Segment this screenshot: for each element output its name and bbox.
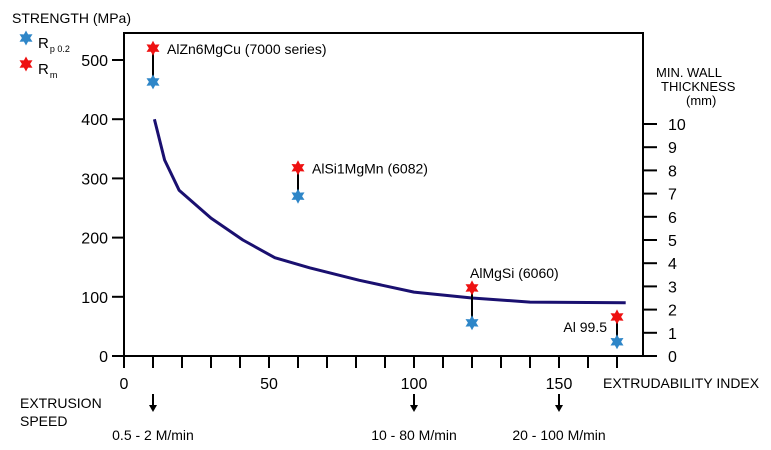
arrow-head-icon <box>149 405 157 412</box>
y-tick-label: 500 <box>81 53 108 70</box>
y2-tick-label: 9 <box>668 140 677 157</box>
y2-tick-label: 7 <box>668 187 677 204</box>
y-tick-label: 100 <box>81 290 108 307</box>
y2-tick-label: 8 <box>668 163 677 180</box>
y2-title-line3: (mm) <box>686 93 716 108</box>
legend: Rp 0.2 Rm <box>19 30 70 80</box>
alloy-label: AlMgSi (6060) <box>470 265 559 281</box>
alloy-points: AlZn6MgCu (7000 series) AlSi1MgMn (6082) A… <box>146 40 624 350</box>
y-tick-label: 300 <box>81 171 108 188</box>
speed-label-line1: EXTRUSION <box>20 395 102 411</box>
plot-frame <box>123 32 644 357</box>
x-tick-label: 100 <box>401 376 428 393</box>
y2-tick-label: 10 <box>668 117 686 134</box>
x-tick-label: 50 <box>260 376 278 393</box>
y2-tick-label: 5 <box>668 233 677 250</box>
x-tick-label: 0 <box>120 376 129 393</box>
legend-label: Rm <box>38 61 57 80</box>
y-tick-label: 400 <box>81 112 108 129</box>
alloy-point-group: AlMgSi (6060) <box>465 265 559 331</box>
rm-star-icon <box>146 40 160 56</box>
alloy-label: AlSi1MgMn (6082) <box>312 161 428 177</box>
rp-star-icon <box>146 74 160 90</box>
y-tick-label: 200 <box>81 231 108 248</box>
y2-tick-label: 1 <box>668 326 677 343</box>
rp-star-icon <box>291 188 305 204</box>
y2-title-line1: MIN. WALL <box>656 65 722 80</box>
legend-subscript: m <box>50 70 58 80</box>
alloy-point-group: AlZn6MgCu (7000 series) <box>146 40 327 90</box>
arrow-head-icon <box>410 405 418 412</box>
wall-thickness-curve <box>152 118 626 305</box>
speed-annotations: 0.5 - 2 M/min 10 - 80 M/min 20 - 100 M/min <box>112 394 606 443</box>
arrow-head-icon <box>555 405 563 412</box>
legend-subscript: p 0.2 <box>50 44 70 54</box>
y-tick-label: 0 <box>99 349 108 366</box>
y2-tick-label: 0 <box>668 349 677 366</box>
y2-tick-label: 2 <box>668 303 677 320</box>
alloy-label: AlZn6MgCu (7000 series) <box>167 41 327 57</box>
y2-tick-label: 3 <box>668 279 677 296</box>
rp-star-icon <box>610 334 624 350</box>
rm-star-icon <box>291 160 305 176</box>
legend-star-icon <box>19 56 33 72</box>
alloy-point-group: AlSi1MgMn (6082) <box>291 160 428 204</box>
speed-label: 0.5 - 2 M/min <box>112 427 194 443</box>
y2-tick-label: 6 <box>668 210 677 227</box>
speed-label: 10 - 80 M/min <box>371 427 457 443</box>
alloy-point-group: Al 99.5 <box>563 309 624 350</box>
wall-thickness-curve-group <box>152 118 626 305</box>
y2-title-line2: THICKNESS <box>661 79 736 94</box>
legend-label: Rp 0.2 <box>38 35 70 54</box>
legend-star-icon <box>19 30 33 46</box>
x-axis-title: EXTRUDABILITY INDEX <box>603 375 760 391</box>
alloy-label: Al 99.5 <box>563 319 607 335</box>
speed-label-line2: SPEED <box>20 413 67 429</box>
y-axis-title: STRENGTH (MPa) <box>12 10 131 26</box>
rp-star-icon <box>465 315 479 331</box>
speed-label: 20 - 100 M/min <box>512 427 605 443</box>
rm-star-icon <box>610 309 624 325</box>
y2-tick-label: 4 <box>668 256 677 273</box>
x-tick-label: 150 <box>546 376 573 393</box>
rm-star-icon <box>465 280 479 296</box>
